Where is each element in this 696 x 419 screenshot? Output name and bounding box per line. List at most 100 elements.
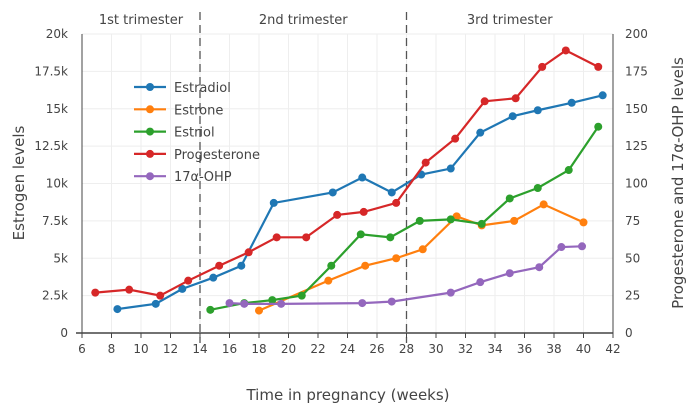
data-point [324, 276, 333, 285]
series-estriol [206, 122, 603, 314]
data-point [480, 97, 489, 106]
y-tick-label: 20k [46, 27, 68, 41]
data-point [451, 134, 460, 143]
series-estradiol [113, 91, 607, 314]
series-group [91, 46, 607, 315]
x-tick-label: 24 [340, 342, 355, 356]
legend-item[interactable]: Estriol [134, 126, 215, 141]
series-line [117, 94, 603, 311]
data-point [476, 128, 485, 137]
data-point [244, 248, 253, 257]
data-point [415, 216, 424, 225]
x-tick-label: 42 [605, 342, 620, 356]
data-point [333, 210, 342, 219]
trimester-label: 3rd trimester [467, 13, 553, 28]
data-point [452, 212, 461, 221]
legend-swatch-marker [146, 127, 154, 136]
data-point [594, 62, 603, 71]
y-axis-title: Estrogen levels [10, 125, 28, 240]
legend-swatch-marker [146, 105, 154, 114]
data-point [277, 299, 286, 308]
data-point [184, 276, 193, 285]
x-tick-label: 12 [163, 342, 178, 356]
data-point [225, 299, 234, 308]
x-tick-label: 40 [576, 342, 591, 356]
data-point [421, 158, 430, 167]
data-point [533, 106, 542, 115]
data-point [392, 198, 401, 207]
axes: 6 8 10 12 14 16 18 20 22 24 26 28 30 32 34 36 38 40 42 0 2.5… [34, 27, 648, 356]
data-point [255, 306, 263, 315]
data-point [505, 194, 514, 203]
data-point [113, 305, 122, 314]
legend[interactable]: Estradiol Estrone Estriol Progesterone 17α-O… [134, 81, 260, 185]
x-tick-label: 6 [78, 342, 86, 356]
data-point [446, 164, 455, 173]
trimester-labels: 1st trimester 2nd trimester 3rd trimester [99, 13, 553, 28]
data-point [561, 46, 570, 55]
series-progesterone [91, 46, 603, 300]
legend-item[interactable]: 17α-OHP [134, 170, 232, 185]
y2-tick-label: 0 [625, 326, 633, 340]
data-point [156, 291, 165, 300]
x-tick-label: 10 [133, 342, 148, 356]
y2-tick-label: 175 [625, 64, 648, 78]
data-point [578, 242, 587, 251]
x-tick-label: 18 [251, 342, 266, 356]
y-tick-label: 2.5k [42, 289, 68, 303]
data-point [272, 233, 281, 242]
x-tick-label: 22 [310, 342, 325, 356]
legend-item[interactable]: Estradiol [134, 81, 231, 96]
data-point [268, 296, 277, 305]
y-tick-label: 5k [53, 251, 68, 265]
series-line [258, 203, 584, 312]
data-point [215, 261, 224, 270]
series-17-ohp [225, 242, 587, 308]
data-point [477, 219, 486, 228]
data-point [567, 98, 576, 107]
x-tick-label: 34 [487, 342, 502, 356]
x-tick-label: 38 [546, 342, 561, 356]
legend-item[interactable]: Progesterone [134, 148, 260, 163]
legend-label: Progesterone [174, 148, 260, 163]
legend-item[interactable]: Estrone [134, 103, 223, 118]
data-point [361, 261, 370, 270]
data-point [358, 173, 367, 182]
legend-swatch-marker [146, 83, 154, 91]
data-point [535, 263, 544, 272]
data-point [328, 188, 337, 197]
data-point [302, 233, 311, 242]
data-point [446, 288, 455, 297]
y-tick-label: 0 [60, 326, 68, 340]
data-point [539, 200, 548, 209]
series-line [95, 49, 599, 297]
y-tick-label: 10k [46, 177, 68, 191]
y2-axis-title: Progesterone and 17α-OHP levels [669, 57, 687, 309]
y2-tick-label: 25 [625, 289, 640, 303]
data-point [269, 198, 278, 207]
data-point [392, 254, 401, 263]
y-tick-label: 15k [46, 102, 68, 116]
data-point [327, 261, 336, 270]
data-point [356, 230, 365, 239]
data-point [297, 291, 306, 300]
data-point [446, 215, 455, 224]
x-tick-label: 20 [281, 342, 296, 356]
data-point [557, 243, 566, 252]
y2-tick-label: 100 [625, 177, 648, 191]
y2-tick-label: 125 [625, 139, 648, 153]
data-point [386, 233, 395, 242]
series-estrone [255, 200, 588, 315]
trimester-dividers [199, 12, 408, 343]
legend-label: Estrone [174, 103, 223, 118]
data-point [125, 285, 134, 294]
data-point [359, 207, 368, 216]
x-tick-label: 32 [458, 342, 473, 356]
data-point [151, 299, 160, 308]
data-point [178, 284, 187, 293]
legend-label: 17α-OHP [174, 170, 232, 185]
data-point [511, 94, 520, 103]
data-point [418, 245, 427, 254]
y-tick-label: 12.5k [34, 139, 68, 153]
